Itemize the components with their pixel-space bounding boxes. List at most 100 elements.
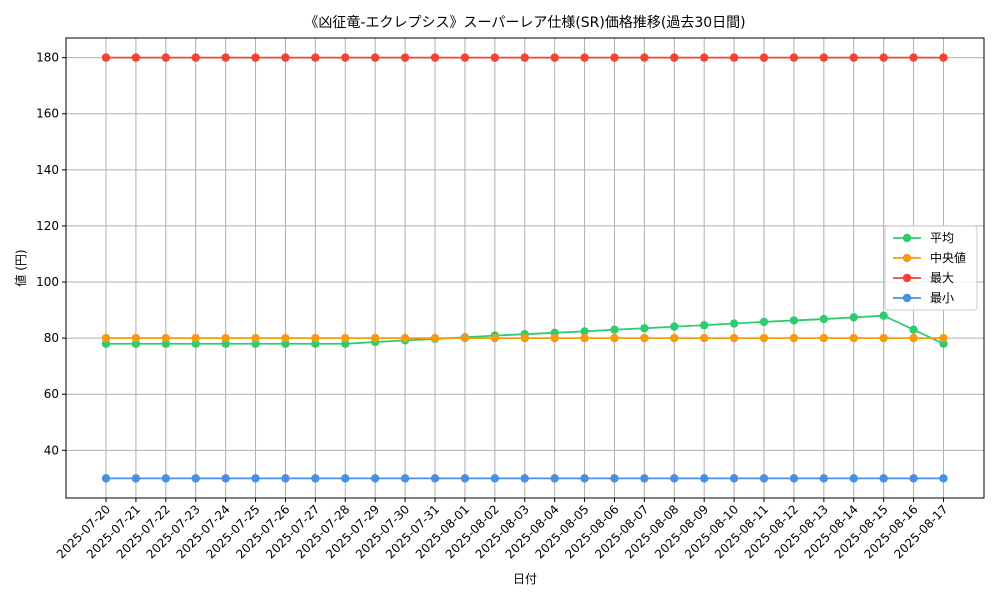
legend-label: 中央値 xyxy=(930,250,966,265)
data-point xyxy=(520,474,529,483)
data-point xyxy=(370,53,380,62)
legend-marker xyxy=(902,233,912,243)
data-point xyxy=(789,474,799,483)
data-point xyxy=(700,474,709,483)
data-point xyxy=(789,316,799,325)
data-point xyxy=(879,311,888,320)
data-point xyxy=(909,474,918,483)
data-point xyxy=(849,313,858,322)
y-axis: 40 60 80 100 120 140 160 180 xyxy=(36,51,66,457)
y-tick-label: 60 xyxy=(44,387,59,401)
data-point xyxy=(580,474,589,483)
data-point xyxy=(670,333,679,343)
data-point xyxy=(341,53,350,62)
data-point xyxy=(759,317,769,327)
data-point xyxy=(191,53,200,62)
data-point xyxy=(580,327,589,336)
data-point xyxy=(909,325,918,334)
legend-marker xyxy=(902,293,912,303)
data-point xyxy=(849,333,858,343)
x-axis-title: 日付 xyxy=(513,572,537,586)
data-point xyxy=(161,474,171,483)
series-layer xyxy=(101,53,948,483)
data-point xyxy=(191,333,200,343)
data-point xyxy=(819,333,829,343)
y-tick-label: 180 xyxy=(36,51,59,65)
data-point xyxy=(520,53,529,62)
data-point xyxy=(729,474,739,483)
data-point xyxy=(191,474,200,483)
data-point xyxy=(879,53,888,62)
data-point xyxy=(700,53,709,62)
data-point xyxy=(281,333,290,343)
data-point xyxy=(580,53,589,62)
data-point xyxy=(909,53,918,62)
data-point xyxy=(341,474,350,483)
data-point xyxy=(550,53,559,62)
data-point xyxy=(221,53,230,62)
data-point xyxy=(610,474,619,483)
data-point xyxy=(939,53,948,62)
data-point xyxy=(729,333,739,343)
data-point xyxy=(251,53,260,62)
legend-box xyxy=(884,225,978,311)
y-tick-label: 160 xyxy=(36,107,59,121)
y-tick-label: 40 xyxy=(44,443,59,457)
data-point xyxy=(700,333,709,343)
data-point xyxy=(131,333,141,343)
data-point xyxy=(281,53,290,62)
data-point xyxy=(879,474,888,483)
data-point xyxy=(819,474,829,483)
data-point xyxy=(759,474,769,483)
data-point xyxy=(759,333,769,343)
data-point xyxy=(520,333,529,343)
data-point xyxy=(101,53,111,62)
data-point xyxy=(640,53,649,62)
data-point xyxy=(640,333,649,343)
data-point xyxy=(161,53,171,62)
data-point xyxy=(819,53,829,62)
data-point xyxy=(341,333,350,343)
data-point xyxy=(580,333,589,343)
data-point xyxy=(759,53,769,62)
data-point xyxy=(670,322,679,331)
legend-label: 最小 xyxy=(930,291,954,305)
data-point xyxy=(251,333,260,343)
data-point xyxy=(729,319,739,328)
data-point xyxy=(939,333,948,343)
data-point xyxy=(670,474,679,483)
data-point xyxy=(430,333,440,343)
data-point xyxy=(281,474,290,483)
data-point xyxy=(849,474,858,483)
data-point xyxy=(729,53,739,62)
data-point xyxy=(490,333,500,343)
data-point xyxy=(430,53,440,62)
data-point xyxy=(131,474,141,483)
data-point xyxy=(101,333,111,343)
data-point xyxy=(460,474,470,483)
data-point xyxy=(849,53,858,62)
chart-title: 《凶征竜-エクレプシス》スーパーレア仕様(SR)価格推移(過去30日間) xyxy=(304,14,745,31)
x-axis: 2025-07-202025-07-212025-07-222025-07-23… xyxy=(54,498,951,561)
data-point xyxy=(550,474,559,483)
data-point xyxy=(789,53,799,62)
data-point xyxy=(311,333,320,343)
data-point xyxy=(789,333,799,343)
data-point xyxy=(550,333,559,343)
y-axis-title: 値 (円) xyxy=(13,249,28,286)
data-point xyxy=(131,53,141,62)
data-point xyxy=(879,333,888,343)
y-tick-label: 140 xyxy=(36,163,59,177)
data-point xyxy=(370,333,380,343)
data-point xyxy=(400,474,410,483)
legend-marker xyxy=(902,273,912,283)
data-point xyxy=(640,474,649,483)
data-point xyxy=(819,314,829,324)
data-point xyxy=(670,53,679,62)
y-tick-label: 100 xyxy=(36,275,59,289)
data-point xyxy=(221,333,230,343)
data-point xyxy=(311,53,320,62)
